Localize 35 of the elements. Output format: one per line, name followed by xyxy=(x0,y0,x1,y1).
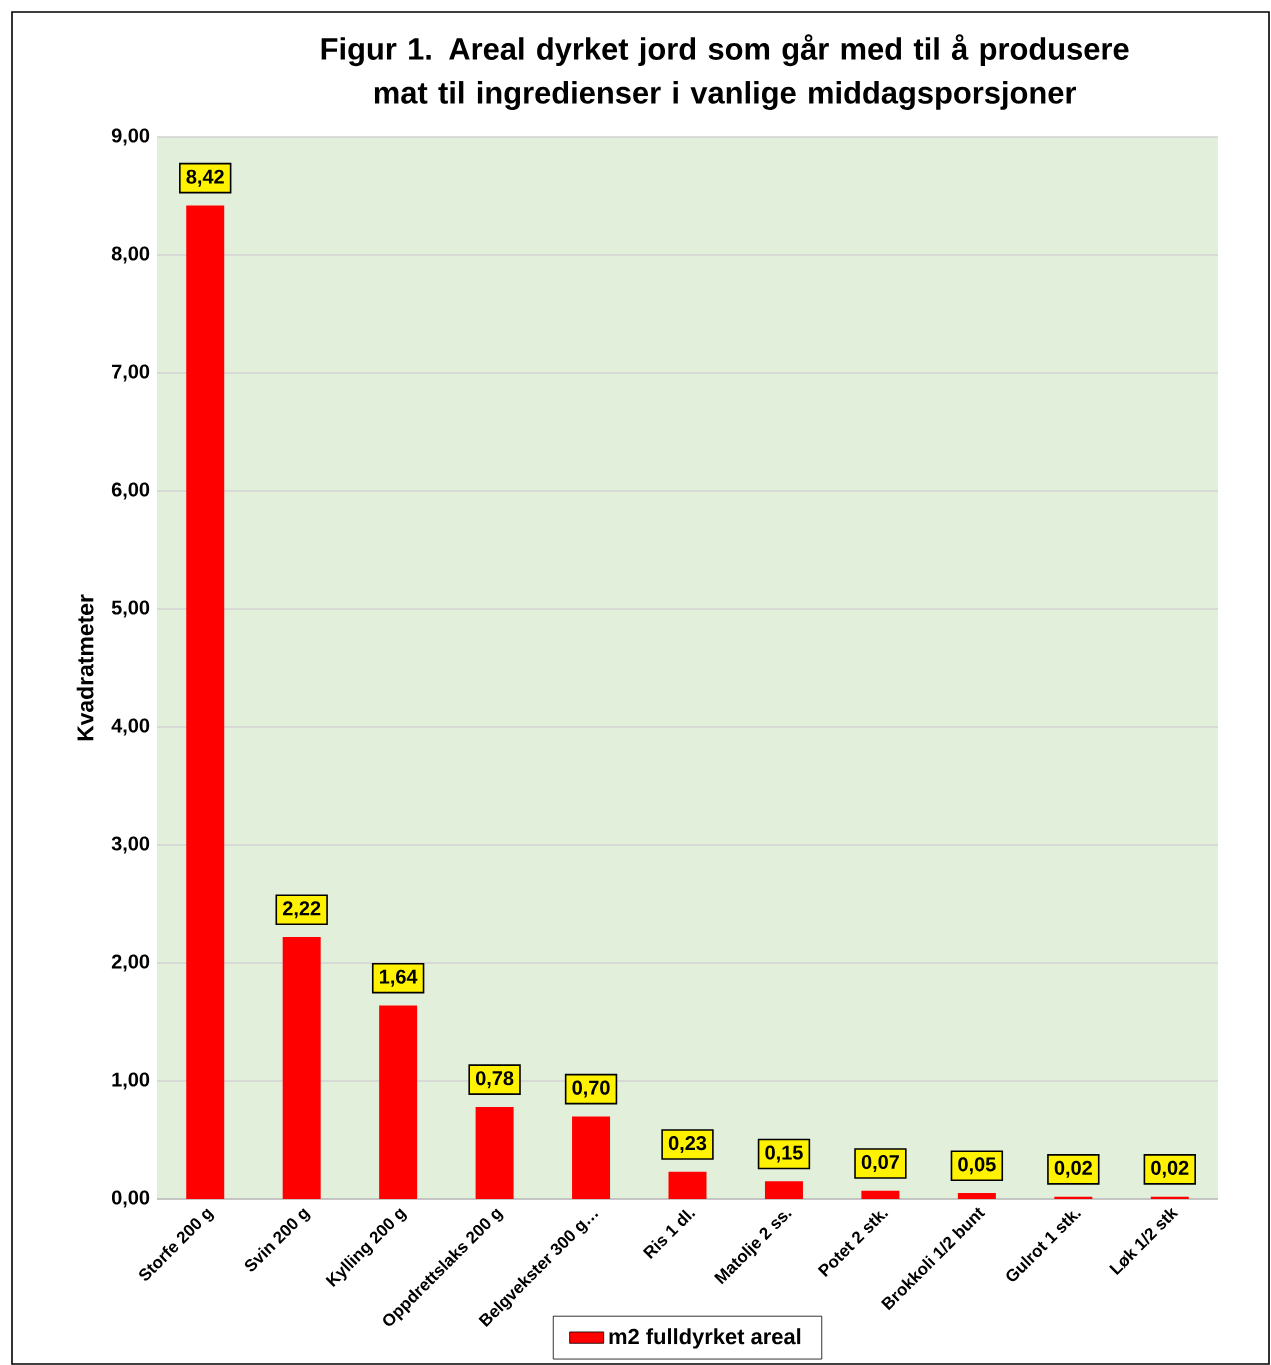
bar xyxy=(572,1116,611,1199)
data-label: 0,15 xyxy=(765,1145,803,1163)
data-label: 0,02 xyxy=(1151,1160,1189,1178)
data-label: 0,70 xyxy=(572,1080,610,1098)
data-label: 0,02 xyxy=(1054,1160,1092,1178)
y-tick-label: 6,00 xyxy=(111,482,150,500)
data-label: 0,05 xyxy=(958,1157,996,1175)
bar xyxy=(861,1190,900,1199)
y-tick-label: 0,00 xyxy=(111,1190,150,1208)
data-label: 0,78 xyxy=(475,1071,514,1089)
y-tick-label: 3,00 xyxy=(111,836,150,854)
data-label: 8,42 xyxy=(186,169,224,187)
y-tick-label: 8,00 xyxy=(111,246,150,264)
y-tick-label: 2,00 xyxy=(111,954,150,972)
bar xyxy=(379,1005,418,1199)
data-label: 0,23 xyxy=(668,1136,707,1154)
bar xyxy=(668,1171,707,1199)
y-tick-label: 5,00 xyxy=(111,600,150,618)
x-tick-label: Løk 1/2 stk xyxy=(1109,1207,1179,1276)
bar xyxy=(282,937,321,1199)
legend-label: m2 fulldyrket areal xyxy=(609,1328,801,1349)
y-tick-label: 1,00 xyxy=(112,1072,150,1090)
data-label: 2,22 xyxy=(282,901,321,919)
bar xyxy=(475,1106,514,1199)
bar xyxy=(764,1181,803,1199)
data-label: 0,07 xyxy=(861,1154,899,1172)
y-axis-title: Kvadratmeter xyxy=(76,594,94,741)
y-tick-label: 9,00 xyxy=(111,128,150,146)
y-tick-label: 7,00 xyxy=(112,364,150,382)
data-label: 1,64 xyxy=(380,969,418,987)
bar xyxy=(186,205,225,1199)
x-tick-label: Ris 1 dl. xyxy=(642,1209,696,1260)
y-tick-label: 4,00 xyxy=(111,718,150,736)
chart-title: Figur 1. Areal dyrket jord som går med til å produsere mat til ingredienser i vanlige middagsporsjoner xyxy=(321,34,1129,110)
bar xyxy=(957,1193,996,1199)
